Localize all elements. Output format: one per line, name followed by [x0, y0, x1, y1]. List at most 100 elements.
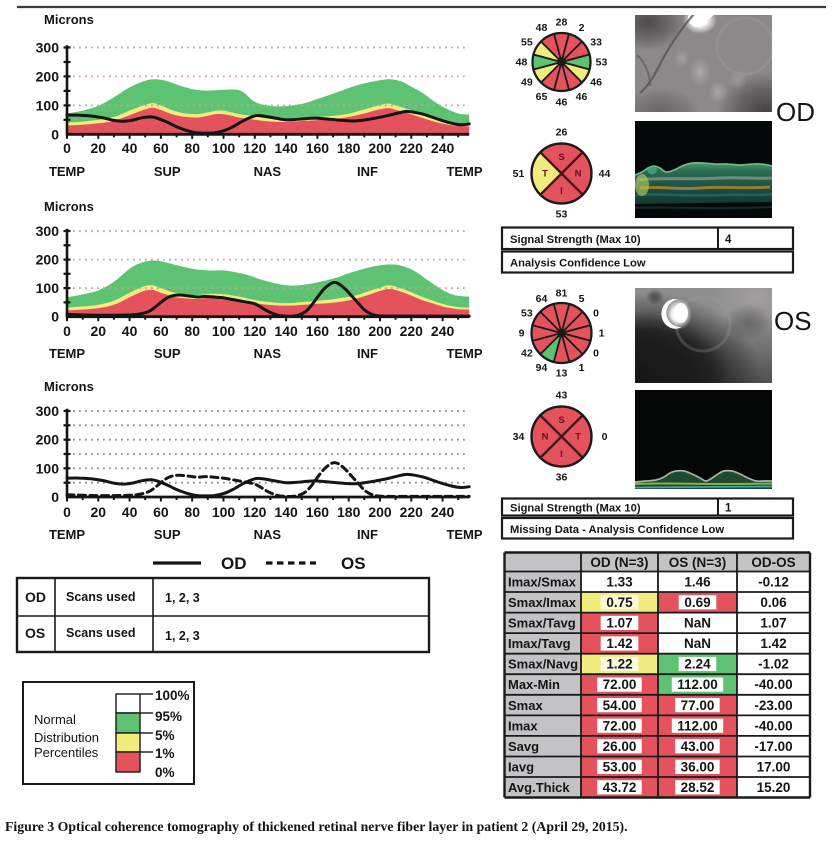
svg-text:NaN: NaN [684, 636, 711, 651]
svg-text:S: S [558, 415, 564, 426]
svg-text:220: 220 [400, 323, 424, 339]
svg-text:46: 46 [590, 77, 602, 89]
svg-text:Microns: Microns [44, 12, 94, 27]
svg-text:Signal Strength (Max 10): Signal Strength (Max 10) [510, 503, 641, 515]
svg-text:OD (N=3): OD (N=3) [590, 555, 648, 570]
svg-text:140: 140 [274, 323, 298, 339]
svg-text:SUP: SUP [154, 346, 181, 361]
svg-text:TEMP: TEMP [49, 164, 85, 179]
svg-text:NAS: NAS [254, 164, 282, 179]
svg-text:OS (N=3): OS (N=3) [669, 555, 726, 570]
svg-text:4: 4 [725, 234, 732, 246]
svg-text:OD: OD [25, 589, 46, 605]
svg-text:5%: 5% [155, 728, 175, 743]
svg-text:95%: 95% [155, 709, 182, 724]
svg-text:100: 100 [212, 323, 236, 339]
svg-text:72.00: 72.00 [603, 718, 637, 733]
svg-text:9: 9 [519, 328, 525, 340]
svg-text:120: 120 [243, 504, 267, 520]
svg-text:-40.00: -40.00 [754, 677, 792, 692]
svg-text:Smax/Navg: Smax/Navg [508, 657, 578, 672]
svg-text:TEMP: TEMP [446, 164, 482, 179]
svg-text:36: 36 [556, 472, 568, 484]
svg-text:100%: 100% [155, 688, 190, 703]
svg-text:60: 60 [153, 504, 169, 520]
svg-text:80: 80 [184, 323, 200, 339]
svg-text:36.00: 36.00 [681, 760, 715, 775]
svg-text:0: 0 [63, 323, 71, 339]
svg-text:300: 300 [36, 403, 60, 419]
svg-text:33: 33 [590, 37, 602, 49]
svg-text:0: 0 [51, 489, 59, 505]
svg-text:48: 48 [516, 57, 528, 69]
svg-text:15.20: 15.20 [757, 780, 791, 795]
svg-text:1.46: 1.46 [684, 575, 711, 590]
svg-text:0.69: 0.69 [684, 595, 710, 610]
svg-text:180: 180 [337, 504, 361, 520]
svg-text:54.00: 54.00 [603, 698, 637, 713]
svg-text:Normal: Normal [34, 712, 76, 727]
svg-text:220: 220 [400, 140, 424, 156]
svg-text:200: 200 [36, 68, 60, 84]
svg-text:T: T [575, 432, 581, 443]
svg-text:26: 26 [556, 127, 568, 139]
svg-text:48: 48 [536, 22, 548, 34]
svg-text:1, 2, 3: 1, 2, 3 [165, 629, 200, 643]
svg-text:Savg: Savg [508, 739, 539, 754]
svg-text:40: 40 [122, 140, 138, 156]
svg-text:2.24: 2.24 [684, 657, 711, 672]
svg-text:42: 42 [521, 348, 533, 360]
svg-text:Microns: Microns [44, 379, 94, 394]
svg-text:1: 1 [579, 362, 585, 374]
svg-text:240: 240 [431, 323, 455, 339]
svg-text:Smax/Imax: Smax/Imax [508, 595, 577, 610]
svg-text:0: 0 [593, 308, 599, 320]
svg-text:112.00: 112.00 [677, 677, 718, 692]
svg-text:60: 60 [153, 140, 169, 156]
svg-text:TEMP: TEMP [446, 346, 482, 361]
svg-text:64: 64 [536, 293, 548, 305]
svg-text:OS: OS [25, 625, 45, 641]
svg-text:Scans used: Scans used [66, 626, 135, 640]
svg-text:44: 44 [599, 168, 611, 180]
svg-text:200: 200 [368, 323, 392, 339]
svg-text:1.33: 1.33 [606, 575, 633, 590]
svg-text:1.07: 1.07 [606, 616, 632, 631]
svg-text:20: 20 [91, 323, 107, 339]
svg-text:26.00: 26.00 [603, 739, 637, 754]
svg-text:200: 200 [368, 504, 392, 520]
svg-text:200: 200 [36, 432, 60, 448]
svg-text:180: 180 [337, 323, 361, 339]
svg-text:0: 0 [63, 504, 71, 520]
svg-text:300: 300 [36, 40, 60, 56]
svg-text:13: 13 [556, 368, 568, 380]
svg-text:120: 120 [243, 323, 267, 339]
svg-text:SUP: SUP [154, 164, 181, 179]
svg-text:100: 100 [36, 460, 60, 476]
svg-text:2: 2 [579, 22, 585, 34]
svg-text:INF: INF [357, 164, 378, 179]
svg-text:Scans used: Scans used [66, 590, 135, 604]
svg-text:1.07: 1.07 [760, 616, 786, 631]
svg-text:TEMP: TEMP [49, 346, 85, 361]
svg-text:OS: OS [341, 554, 366, 573]
svg-text:1, 2, 3: 1, 2, 3 [165, 591, 200, 605]
svg-text:Microns: Microns [44, 199, 94, 214]
svg-text:N: N [542, 432, 549, 443]
svg-text:NAS: NAS [254, 527, 282, 542]
svg-text:0: 0 [602, 431, 608, 443]
svg-text:17.00: 17.00 [757, 760, 791, 775]
svg-text:Imax/Smax: Imax/Smax [508, 575, 577, 590]
svg-text:160: 160 [306, 504, 330, 520]
svg-text:40: 40 [122, 323, 138, 339]
svg-text:160: 160 [306, 323, 330, 339]
svg-text:200: 200 [368, 140, 392, 156]
svg-text:77.00: 77.00 [681, 698, 715, 713]
svg-text:28.52: 28.52 [681, 780, 715, 795]
svg-text:-0.12: -0.12 [758, 575, 789, 590]
svg-text:INF: INF [357, 346, 378, 361]
svg-text:160: 160 [306, 140, 330, 156]
svg-text:180: 180 [337, 140, 361, 156]
svg-text:N: N [575, 169, 582, 180]
svg-text:81: 81 [556, 288, 568, 300]
